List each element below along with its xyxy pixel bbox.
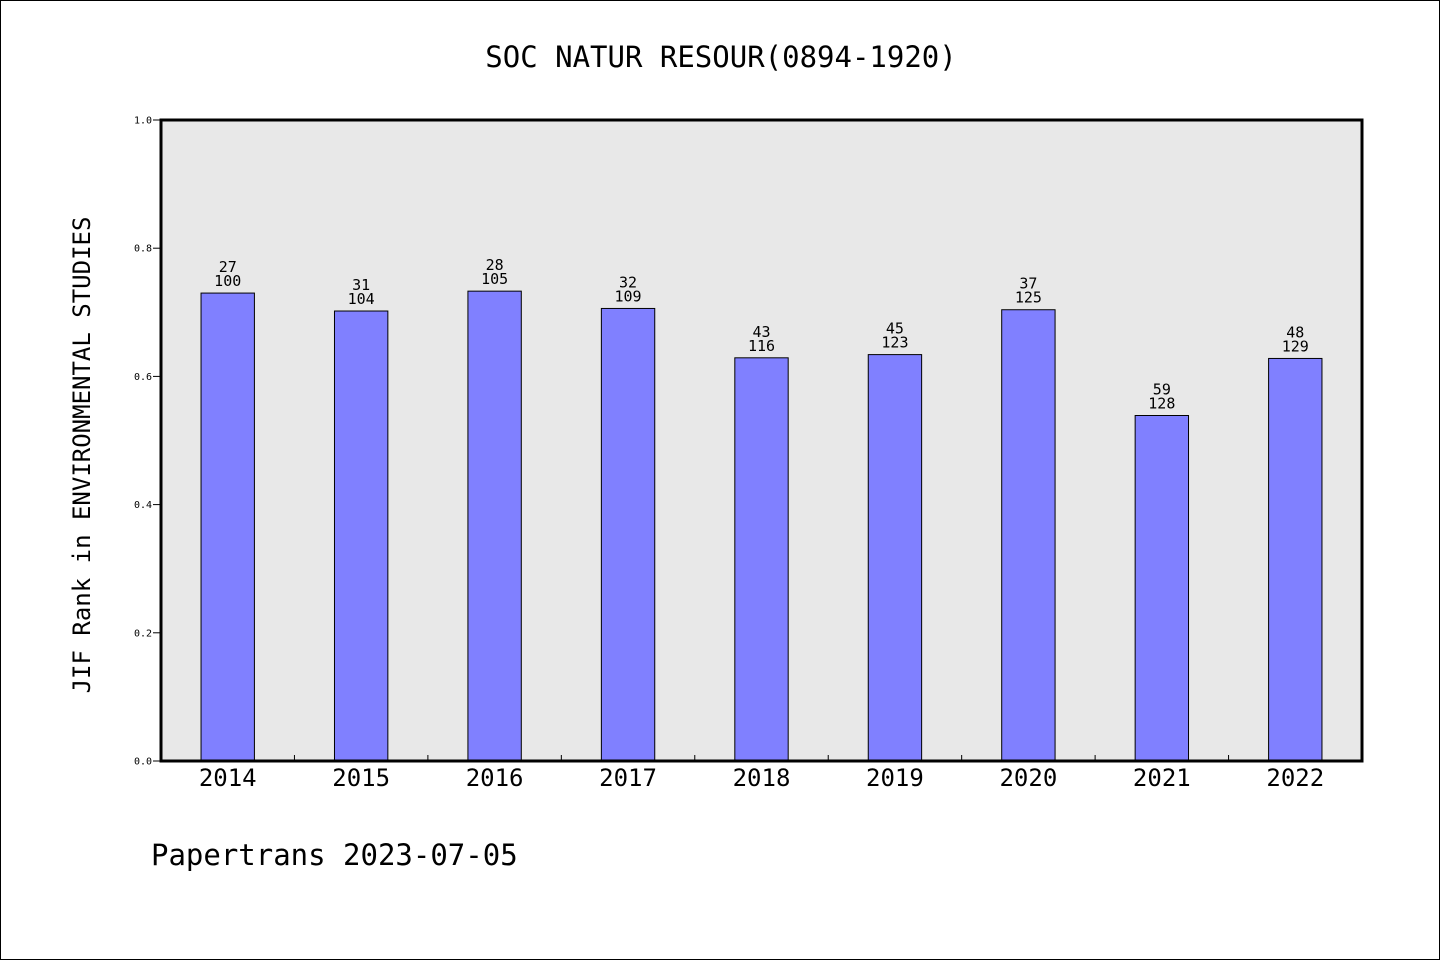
bar-2021 xyxy=(1134,415,1190,762)
bar-rank-label: 45 xyxy=(886,320,904,338)
y-axis: 0.0 0.2 0.4 0.6 0.8 1.0 xyxy=(134,116,161,768)
bars-group xyxy=(200,290,1323,762)
x-tick-label: 2021 xyxy=(1133,764,1191,792)
bar-2015 xyxy=(333,310,389,762)
bar-2016 xyxy=(467,290,522,762)
y-tick-label: 0.2 xyxy=(134,628,152,639)
x-axis: 2014 2015 2016 2017 2018 2019 2020 2021 2022 xyxy=(199,755,1324,792)
y-axis-label: JIF Rank in ENVIRONMENTAL STUDIES xyxy=(68,217,96,694)
bar-rank-label: 27 xyxy=(219,258,237,276)
plot-border xyxy=(159,118,1364,763)
footer-text: Papertrans 2023-07-05 xyxy=(151,838,518,872)
bar-rank-label: 37 xyxy=(1019,275,1037,293)
bar-total-label: 129 xyxy=(1282,337,1309,355)
bar-2014 xyxy=(200,292,255,762)
x-tick-label: 2014 xyxy=(199,764,257,792)
x-tick-label: 2022 xyxy=(1266,764,1324,792)
x-tick-label: 2016 xyxy=(466,764,524,792)
bar-total-label: 128 xyxy=(1148,395,1175,413)
bar-2022 xyxy=(1268,357,1323,762)
bar-total-label: 104 xyxy=(348,290,375,308)
x-tick-label: 2015 xyxy=(332,764,390,792)
x-tick-label: 2018 xyxy=(733,764,791,792)
bar-2020 xyxy=(1001,309,1056,762)
y-tick-label: 0.6 xyxy=(134,372,152,383)
bar-rank-label: 28 xyxy=(486,256,504,274)
bar-total-label: 116 xyxy=(748,337,775,355)
y-tick-label: 0.8 xyxy=(134,244,152,255)
bar-rank-label: 32 xyxy=(619,273,637,291)
chart-title: SOC NATUR RESOUR(0894-1920) xyxy=(485,40,956,74)
bar-total-label: 105 xyxy=(481,270,508,288)
bar-rank-label: 48 xyxy=(1286,323,1304,341)
x-tick-label: 2020 xyxy=(999,764,1057,792)
y-tick-label: 0.4 xyxy=(134,500,152,511)
x-tick-label: 2019 xyxy=(866,764,924,792)
bar-total-label: 109 xyxy=(615,287,642,305)
bar-total-label: 100 xyxy=(214,272,241,290)
bar-2017 xyxy=(600,307,656,762)
bar-total-label: 123 xyxy=(881,334,908,352)
bar-rank-label: 59 xyxy=(1153,381,1171,399)
bar-total-label: 125 xyxy=(1015,289,1042,307)
y-tick-label: 1.0 xyxy=(134,116,152,127)
bar-rank-label: 31 xyxy=(352,276,370,294)
bar-2019 xyxy=(867,354,923,762)
bar-rank-label: 43 xyxy=(752,323,770,341)
y-tick-label: 0.0 xyxy=(134,757,152,768)
bar-2018 xyxy=(734,357,789,762)
x-tick-label: 2017 xyxy=(599,764,657,792)
